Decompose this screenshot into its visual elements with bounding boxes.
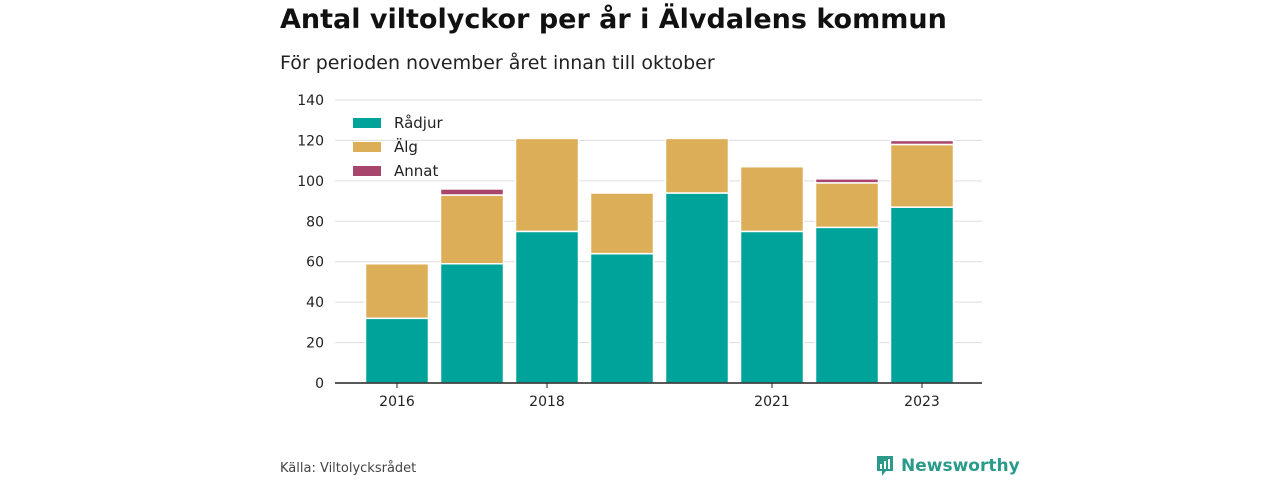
- bar-segment-rådjur: [589, 252, 655, 384]
- brand-name: Newsworthy: [901, 456, 1020, 476]
- brand-logo: Newsworthy: [875, 455, 1020, 477]
- bar-segment-rådjur: [439, 262, 505, 384]
- x-tick-label: 2018: [529, 394, 565, 410]
- y-tick-label: 140: [297, 93, 324, 109]
- grid-lines: [335, 99, 982, 344]
- bar-segment-rådjur: [664, 192, 730, 384]
- legend-label: Rådjur: [394, 114, 443, 132]
- legend-label: Älg: [394, 137, 418, 156]
- bar-segment-rådjur: [739, 230, 805, 384]
- bar-segment-älg: [889, 143, 955, 208]
- bar-segment-älg: [364, 262, 430, 320]
- bar-segment-rådjur: [814, 226, 880, 384]
- x-tick-label: 2023: [904, 394, 940, 410]
- y-tick-label: 120: [297, 133, 324, 149]
- bar-segment-rådjur: [514, 230, 580, 384]
- legend-swatch-älg: [353, 142, 381, 152]
- chart-title: Antal viltolyckor per år i Älvdalens kom…: [280, 4, 947, 35]
- newsworthy-logo-icon: [877, 456, 893, 476]
- bar-segment-rådjur: [364, 317, 430, 384]
- y-axis-ticks: 0 20 40 60 80 100 120 140: [297, 93, 324, 392]
- y-tick-label: 20: [306, 336, 324, 352]
- legend-swatch-annat: [353, 166, 381, 176]
- legend-swatch-rådjur: [353, 118, 381, 128]
- source-note: Källa: Viltolycksrådet: [280, 461, 417, 476]
- y-tick-label: 0: [315, 376, 324, 392]
- bar-segment-älg: [739, 165, 805, 233]
- chart-subtitle: För perioden november året innan till ok…: [280, 52, 715, 74]
- bar-segment-älg: [439, 194, 505, 265]
- bars: [364, 137, 955, 384]
- bar-segment-annat: [814, 178, 880, 184]
- x-tick-label: 2021: [754, 394, 790, 410]
- y-tick-label: 40: [306, 295, 324, 311]
- bar-segment-älg: [514, 137, 580, 233]
- legend: Rådjur Älg Annat: [353, 114, 443, 180]
- bar-segment-annat: [889, 139, 955, 146]
- bar-segment-annat: [439, 188, 505, 196]
- bar-segment-älg: [589, 192, 655, 255]
- y-tick-label: 60: [306, 255, 324, 271]
- bar-segment-älg: [814, 182, 880, 229]
- bar-segment-älg: [664, 137, 730, 194]
- bar-segment-rådjur: [889, 206, 955, 384]
- legend-label: Annat: [394, 162, 438, 180]
- y-tick-label: 80: [306, 214, 324, 230]
- y-tick-label: 100: [297, 174, 324, 190]
- x-tick-label: 2016: [379, 394, 415, 410]
- x-axis-ticks: 2016 2018 2021 2023: [379, 383, 940, 410]
